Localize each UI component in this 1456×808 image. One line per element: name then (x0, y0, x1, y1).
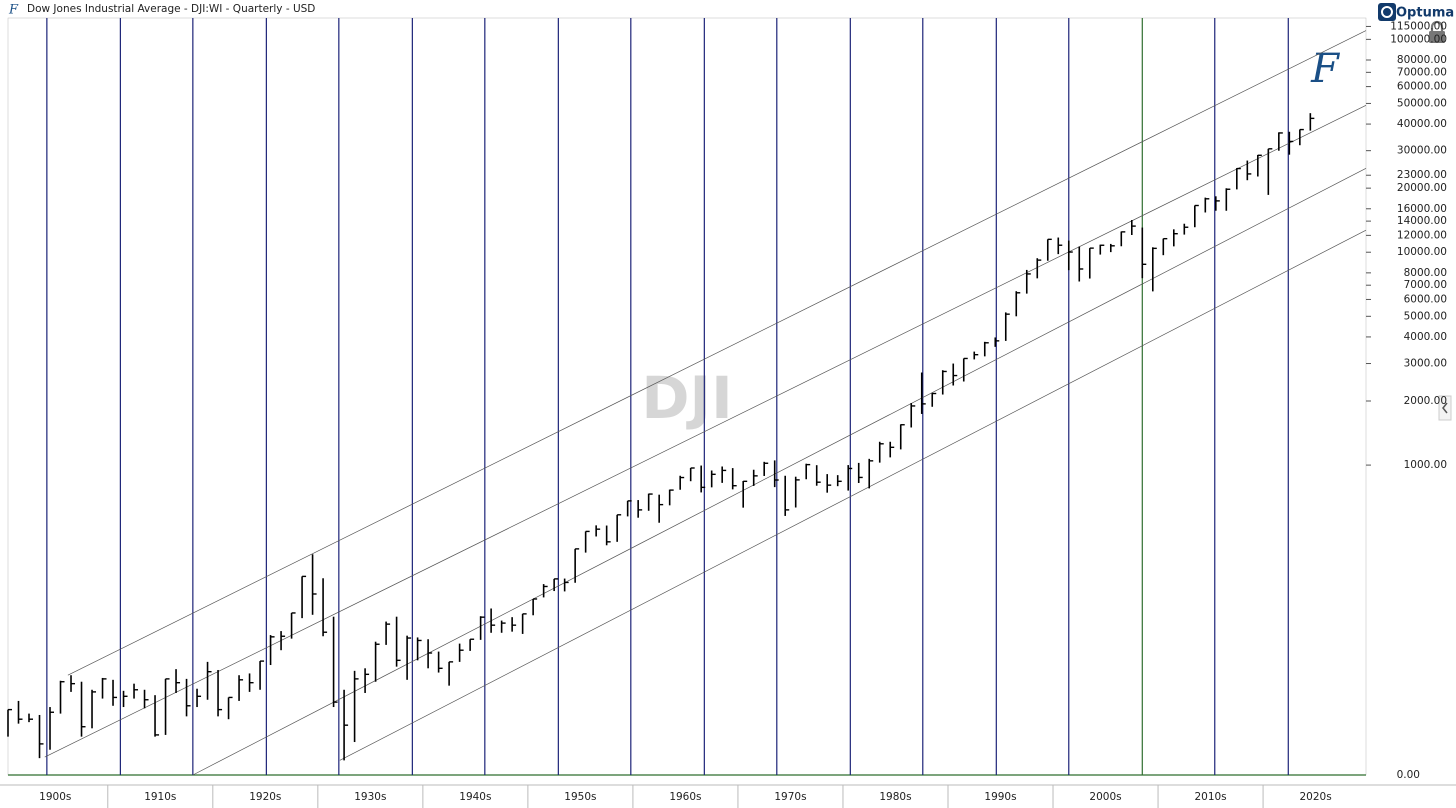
y-tick-label: 40000.00 (1397, 118, 1447, 130)
y-tick-label: 50000.00 (1397, 97, 1447, 109)
header-icon: F (8, 3, 19, 18)
x-tick-label: 1900s (39, 791, 71, 803)
watermark: DJI (641, 364, 732, 432)
y-tick-label: 14000.00 (1397, 215, 1447, 227)
y-tick-label: 23000.00 (1397, 169, 1447, 181)
y-tick-label: 5000.00 (1404, 310, 1447, 322)
y-tick-label: 60000.00 (1397, 81, 1447, 93)
y-tick-label: 10000.00 (1397, 246, 1447, 258)
y-tick-label: 12000.00 (1397, 229, 1447, 241)
trendline (192, 167, 1367, 776)
y-tick-label: 30000.00 (1397, 145, 1447, 157)
side-collapse[interactable] (1438, 395, 1452, 421)
x-tick-label: 1930s (354, 791, 386, 803)
x-tick-label: 1910s (144, 791, 176, 803)
watermark-logo: F (1310, 46, 1340, 92)
x-tick-label: 1940s (459, 791, 491, 803)
x-tick-label: 1990s (984, 791, 1016, 803)
y-tick-label: 115000.00 (1390, 20, 1447, 32)
x-tick-label: 2000s (1089, 791, 1121, 803)
y-tick-label: 1000.00 (1404, 459, 1447, 471)
lock-shackle (1430, 20, 1444, 31)
chart-title: Dow Jones Industrial Average - DJI:WI - … (27, 3, 315, 15)
trendline (44, 104, 1367, 758)
x-tick-label: 2010s (1194, 791, 1226, 803)
x-tick-label: 1950s (564, 791, 596, 803)
collapse-button[interactable] (1438, 395, 1452, 421)
header-logo: F (8, 3, 19, 18)
collapse-arrow (1442, 402, 1448, 414)
x-tick-label: 1980s (879, 791, 911, 803)
lock-body (1429, 31, 1445, 43)
trendline (67, 30, 1367, 676)
y-tick-label: 70000.00 (1397, 66, 1447, 78)
y-tick-label: 3000.00 (1404, 358, 1447, 370)
trendline (339, 229, 1367, 761)
y-tick-label: 2000.00 (1404, 395, 1447, 407)
brand-logo: Optuma (1378, 3, 1454, 21)
brand-badge (1378, 3, 1396, 21)
y-tick-label: 16000.00 (1397, 203, 1447, 215)
y-tick-label: 100000.00 (1390, 33, 1447, 45)
brand-ring (1381, 6, 1393, 18)
brand-name: Optuma (1396, 6, 1454, 21)
y-tick-label: 4000.00 (1404, 331, 1447, 343)
y-tick-label: 80000.00 (1397, 54, 1447, 66)
y-tick-label: 6000.00 (1404, 293, 1447, 305)
lock-icon[interactable] (1429, 20, 1445, 43)
x-tick-label: 1970s (774, 791, 806, 803)
x-tick-label: 1920s (249, 791, 281, 803)
x-tick-label: 2020s (1299, 791, 1331, 803)
y-tick-label: 8000.00 (1404, 267, 1447, 279)
x-tick-label: 1960s (669, 791, 701, 803)
y-tick-label: 7000.00 (1404, 279, 1447, 291)
y-base-label: 0.00 (1397, 769, 1420, 781)
y-tick-label: 20000.00 (1397, 182, 1447, 194)
